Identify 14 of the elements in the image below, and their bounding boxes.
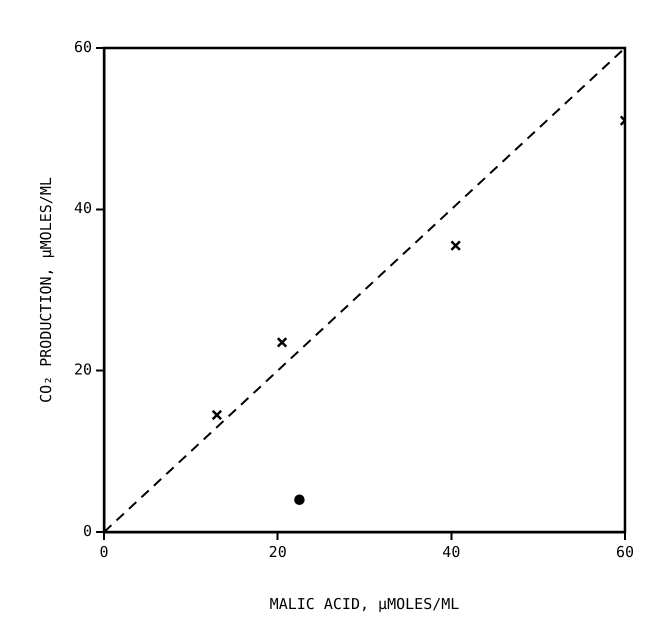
- point: [211, 410, 222, 421]
- y-tick-label: 20: [74, 360, 92, 379]
- y-tick-label: 0: [83, 522, 92, 540]
- point: [294, 494, 305, 505]
- y-tick-label: 40: [74, 199, 92, 218]
- y-tick-label: 60: [74, 38, 92, 56]
- x-tick-label: 60: [616, 542, 634, 561]
- y-axis-title: CO₂ PRODUCTION, µMOLES/ML: [36, 177, 55, 403]
- x-axis-title: MALIC ACID, µMOLES/ML: [270, 594, 460, 613]
- x-tick-label: 20: [268, 542, 287, 561]
- x-tick-label: 0: [100, 542, 109, 561]
- point: [276, 336, 288, 348]
- point: [450, 240, 462, 252]
- x-tick-label: 40: [442, 542, 460, 561]
